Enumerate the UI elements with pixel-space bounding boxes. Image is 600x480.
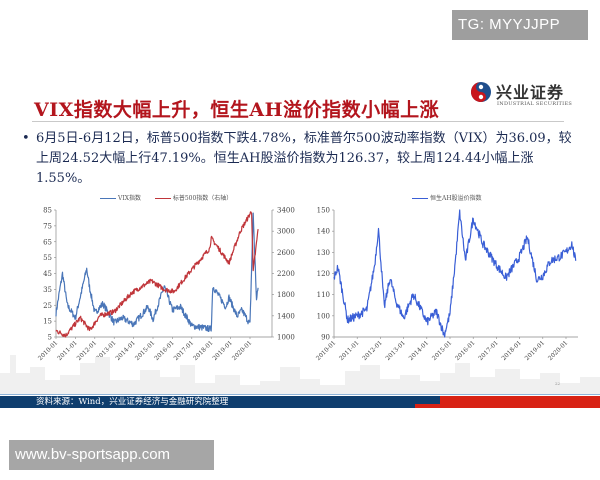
- svg-text:25: 25: [43, 302, 52, 310]
- legend-item-sp500: 标普500指数（右轴）: [154, 195, 232, 202]
- title-divider: [32, 121, 564, 122]
- legend-right-chart: 恒生AH股溢价指数: [412, 193, 482, 202]
- svg-text:75: 75: [43, 222, 52, 230]
- footer-accent-line: [0, 394, 600, 395]
- footer-red-block: [440, 396, 600, 408]
- svg-text:2600: 2600: [277, 249, 295, 257]
- svg-text:3400: 3400: [277, 207, 295, 215]
- bullet-text: 6月5日-6月12日，标普500指数下跌4.78%，标准普尔500波动率指数（V…: [36, 131, 572, 186]
- skyline-decoration: [0, 355, 600, 395]
- svg-text:15: 15: [43, 318, 52, 326]
- svg-text:100: 100: [317, 312, 330, 320]
- svg-text:1000: 1000: [277, 334, 295, 342]
- watermark-bottom: www.bv-sportsapp.com: [9, 440, 214, 470]
- legend-left-chart: VIX指数 标普500指数（右轴）: [100, 193, 232, 202]
- footer-source: 资料来源：Wind，兴业证券经济与金融研究院整理: [36, 397, 229, 407]
- logo-mark-icon: [471, 82, 491, 102]
- svg-text:55: 55: [43, 254, 52, 262]
- svg-text:2200: 2200: [277, 270, 295, 278]
- svg-text:130: 130: [317, 249, 330, 257]
- svg-text:65: 65: [43, 238, 52, 246]
- legend-item-ah-premium: 恒生AH股溢价指数: [412, 195, 482, 202]
- slide-title: VIX指数大幅上升，恒生AH溢价指数小幅上涨: [34, 99, 440, 121]
- legend-item-vix: VIX指数: [100, 195, 141, 202]
- svg-text:90: 90: [321, 334, 330, 342]
- company-logo: 兴业证券 INDUSTRIAL SECURITIES: [470, 77, 590, 113]
- svg-text:1800: 1800: [277, 291, 295, 299]
- svg-text:150: 150: [317, 207, 330, 215]
- svg-text:35: 35: [43, 286, 52, 294]
- svg-text:140: 140: [317, 228, 330, 236]
- watermark-top: TG: MYYJJPP: [452, 10, 588, 40]
- summary-bullet: • 6月5日-6月12日，标普500指数下跌4.78%，标准普尔500波动率指数…: [22, 129, 584, 189]
- svg-text:120: 120: [317, 270, 330, 278]
- logo-name-en: INDUSTRIAL SECURITIES: [497, 101, 573, 107]
- logo-name-cn: 兴业证券: [496, 83, 565, 102]
- svg-text:85: 85: [43, 207, 52, 215]
- page-number: 22: [555, 381, 561, 386]
- charts-canvas: 5 15 25 35 45 55 65 75 85 1000 1400 1800 2200 2600 300…: [37, 207, 578, 362]
- bullet-marker: •: [22, 131, 30, 146]
- svg-text:45: 45: [43, 270, 52, 278]
- svg-text:3000: 3000: [277, 228, 295, 236]
- svg-text:5: 5: [48, 334, 52, 342]
- footer-red-tab: [415, 404, 445, 408]
- svg-text:110: 110: [317, 291, 330, 299]
- svg-text:1400: 1400: [277, 312, 295, 320]
